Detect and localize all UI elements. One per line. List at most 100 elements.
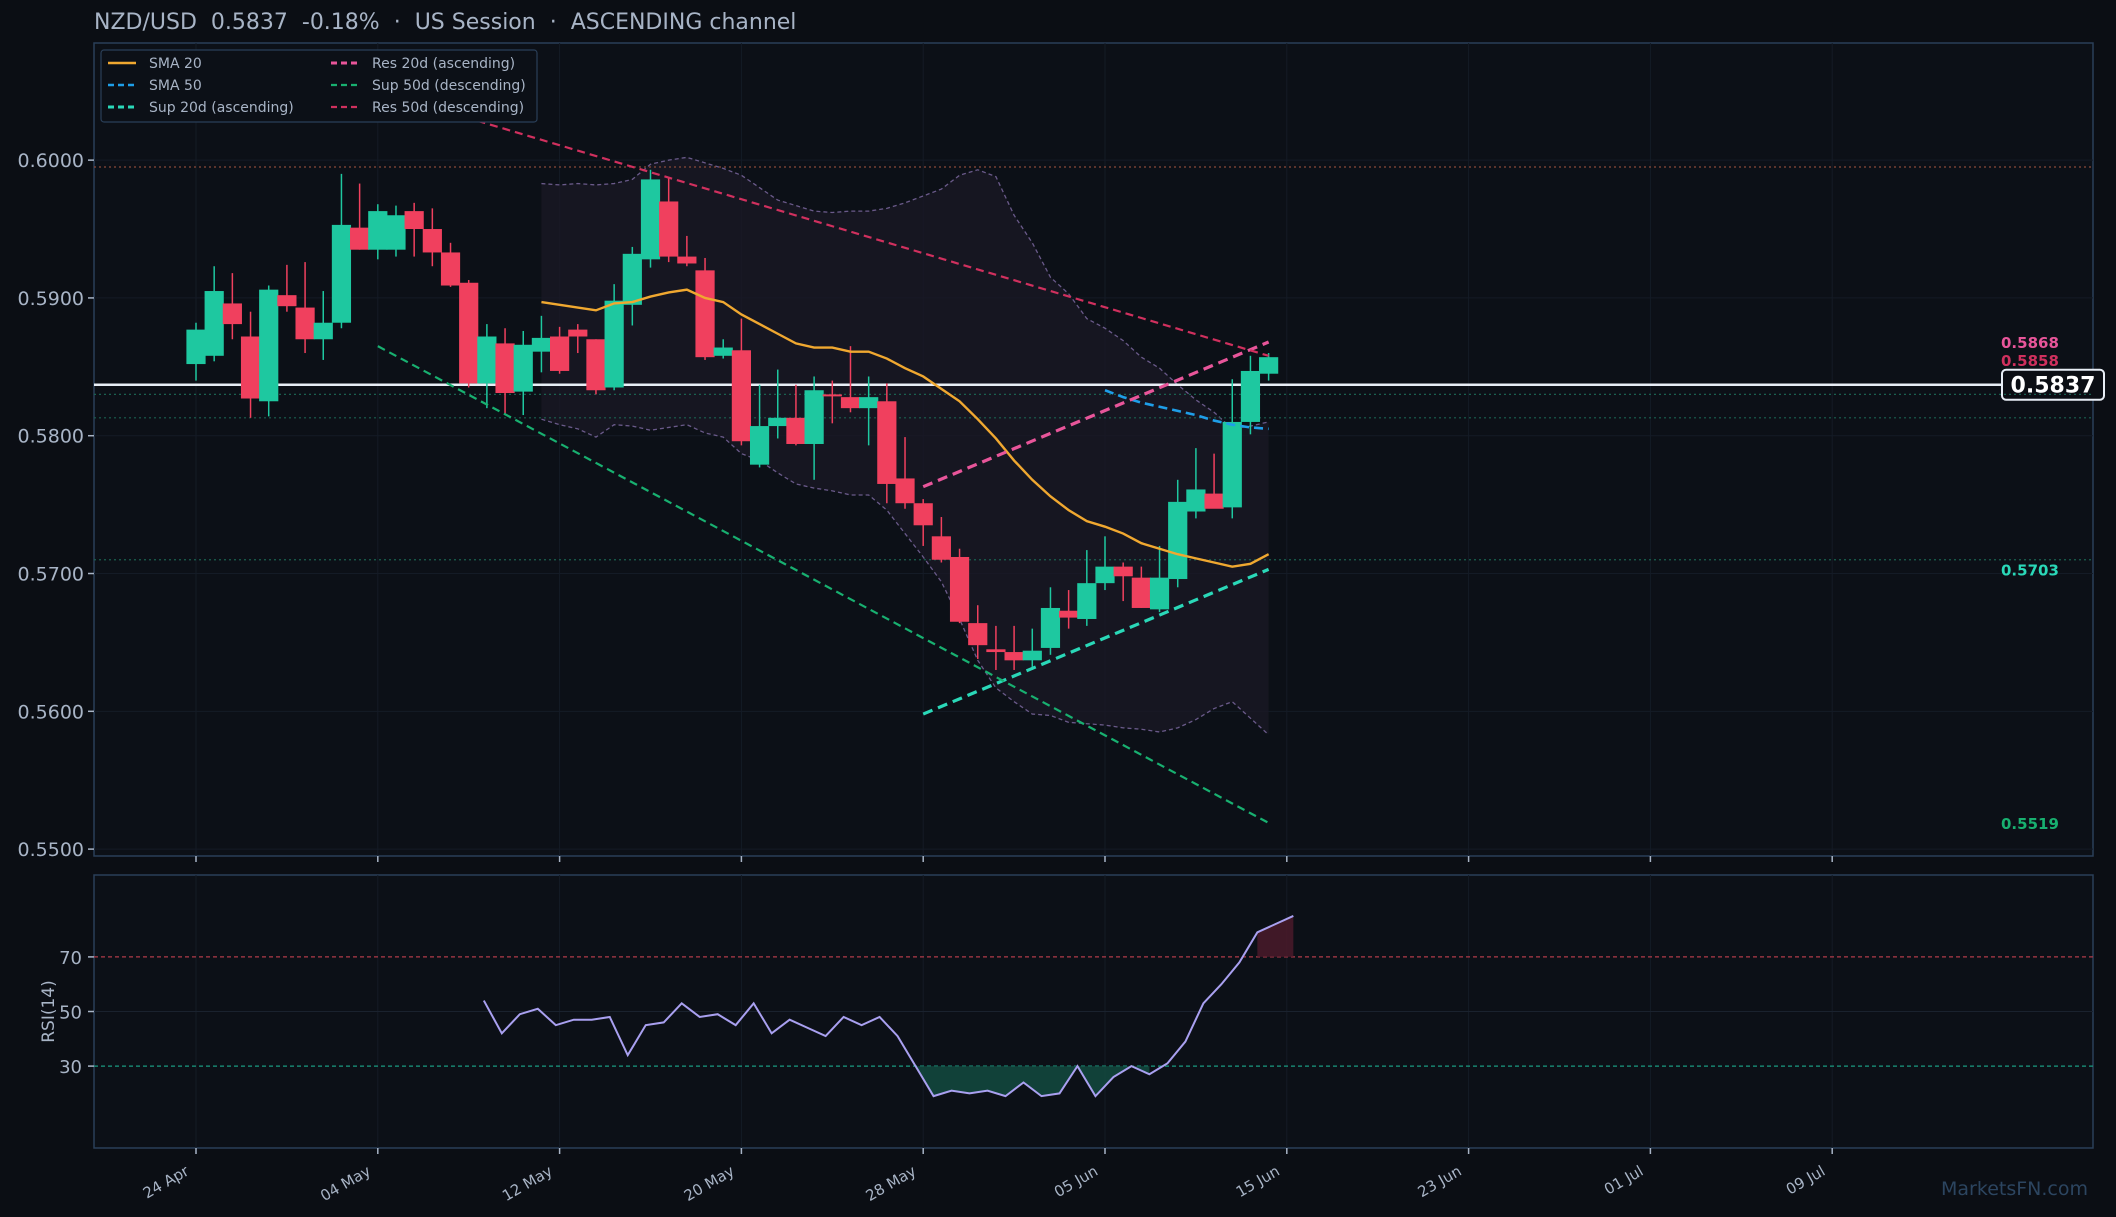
channel-label: ASCENDING channel — [570, 10, 797, 35]
series-line — [922, 340, 1270, 489]
candle-body-up — [477, 336, 497, 384]
candle-body-down — [586, 339, 606, 391]
x-axis: 24 Apr 04 May 12 May 20 May 28 May 05 Jun 15 J… — [140, 1161, 1828, 1204]
candle-body-down — [913, 503, 933, 526]
session-label: US Session — [414, 10, 536, 35]
candle-body-down — [1004, 652, 1024, 661]
candle-body-down — [495, 343, 515, 394]
x-tick-label: 04 May — [317, 1162, 374, 1205]
trendline-end-label: 0.5858 — [2001, 352, 2059, 370]
candle-body-up — [859, 397, 879, 409]
price-label: 0.5837 — [210, 10, 288, 35]
candle-body-down — [986, 649, 1006, 653]
candle-body-up — [313, 322, 333, 340]
candle-body-up — [640, 179, 661, 260]
trendline-end-label: 0.5519 — [2001, 815, 2059, 833]
candle-body-down — [459, 282, 479, 384]
candle-body-up — [186, 329, 206, 365]
candle-body-up — [1095, 566, 1115, 584]
candle-body-up — [1022, 650, 1042, 661]
candle-body-up — [259, 289, 279, 402]
candle-body-down — [731, 350, 752, 442]
candle-body-down — [695, 270, 715, 358]
candle-body-down — [822, 394, 842, 397]
rsi-overbought-fill — [1257, 915, 1294, 957]
candle-body-down — [840, 397, 861, 409]
candle-body-up — [331, 224, 352, 323]
change-label: -0.18% — [301, 10, 380, 35]
y-tick-label: 0.5700 — [18, 564, 84, 586]
series-line — [541, 288, 1270, 568]
candle-body-down — [968, 623, 988, 646]
candle-body-down — [277, 295, 297, 307]
candle-body-up — [622, 253, 642, 305]
legend-entry: Sup 20d (ascending) — [149, 100, 294, 116]
candle-body-up — [513, 344, 533, 392]
legend-entry: Res 50d (descending) — [372, 100, 524, 116]
series-line — [377, 90, 1269, 357]
candle-body-up — [1040, 607, 1061, 648]
x-tick-label: 05 Jun — [1051, 1162, 1101, 1201]
series-line — [922, 567, 1270, 716]
legend-entry: Sup 50d (descending) — [372, 78, 526, 94]
candle-body-up — [1259, 357, 1279, 374]
candle-body-down — [568, 329, 588, 337]
brand-watermark: MarketsFN.com — [1941, 1178, 2088, 1200]
candle-body-down — [931, 536, 951, 560]
y-tick-label: 0.5500 — [18, 839, 84, 861]
candle-body-down — [786, 417, 806, 444]
candle-body-up — [768, 417, 788, 427]
y-tick-label: 0.6000 — [18, 150, 84, 172]
rsi-line — [482, 915, 1294, 1098]
trendline-end-label: 0.5868 — [2001, 334, 2059, 352]
candle-body-down — [877, 401, 897, 484]
x-tick-label: 09 Jul — [1783, 1162, 1828, 1199]
candle-body-down — [949, 556, 970, 622]
symbol-label: NZD/USD — [94, 10, 197, 35]
candle-body-up — [804, 390, 824, 444]
rsi-tick-label: 70 — [59, 948, 82, 969]
candle-body-down — [895, 478, 915, 504]
legend: SMA 20 SMA 50 Sup 20d (ascending) Res 20d (… — [100, 49, 538, 123]
candle-body-up — [604, 300, 624, 388]
candle-body-down — [550, 336, 570, 371]
bollinger-lower-line — [541, 418, 1270, 736]
candle-body-down — [1131, 577, 1151, 608]
last-price-badge — [2001, 368, 2105, 401]
candle-body-up — [1240, 370, 1261, 422]
candle-body-down — [1113, 566, 1133, 577]
candle-body-up — [1186, 489, 1206, 512]
rsi-tick-label: 30 — [59, 1057, 82, 1078]
rsi-axis-label: RSI(14) — [39, 980, 59, 1043]
candle-body-down — [1204, 493, 1224, 509]
candle-body-up — [1149, 577, 1170, 610]
candle-body-up — [1077, 583, 1097, 619]
trendline-end-label: 0.5703 — [2001, 561, 2059, 579]
x-tick-label: 24 Apr — [140, 1161, 193, 1202]
y-tick-label: 0.5600 — [18, 701, 84, 723]
candle-body-up — [749, 426, 770, 465]
x-tick-label: 01 Jul — [1601, 1162, 1646, 1199]
candle-body-up — [531, 337, 552, 352]
legend-entry: Res 20d (ascending) — [372, 56, 515, 72]
bollinger-upper-line — [541, 156, 1269, 430]
x-tick-label: 28 May — [863, 1162, 920, 1205]
candle-body-down — [422, 229, 442, 253]
y-tick-label: 0.5800 — [18, 426, 84, 448]
price-panel: 0.5500 0.5600 0.5700 0.5800 0.5900 0.6000 0.58… — [18, 42, 2105, 862]
candle-body-down — [404, 211, 424, 230]
last-price-badge-label: 0.5837 — [2011, 374, 2096, 399]
candle-body-down — [240, 336, 261, 399]
candle-body-up — [386, 215, 406, 250]
header-separator: · — [549, 10, 557, 35]
x-tick-label: 15 Jun — [1233, 1162, 1283, 1201]
legend-entry: SMA 50 — [149, 78, 202, 94]
y-tick-label: 0.5900 — [18, 288, 84, 310]
candle-body-down — [1059, 610, 1079, 618]
candle-body-down — [222, 303, 242, 325]
legend-entry: SMA 20 — [149, 56, 202, 72]
x-tick-label: 12 May — [499, 1162, 556, 1205]
x-tick-label: 20 May — [681, 1162, 738, 1205]
